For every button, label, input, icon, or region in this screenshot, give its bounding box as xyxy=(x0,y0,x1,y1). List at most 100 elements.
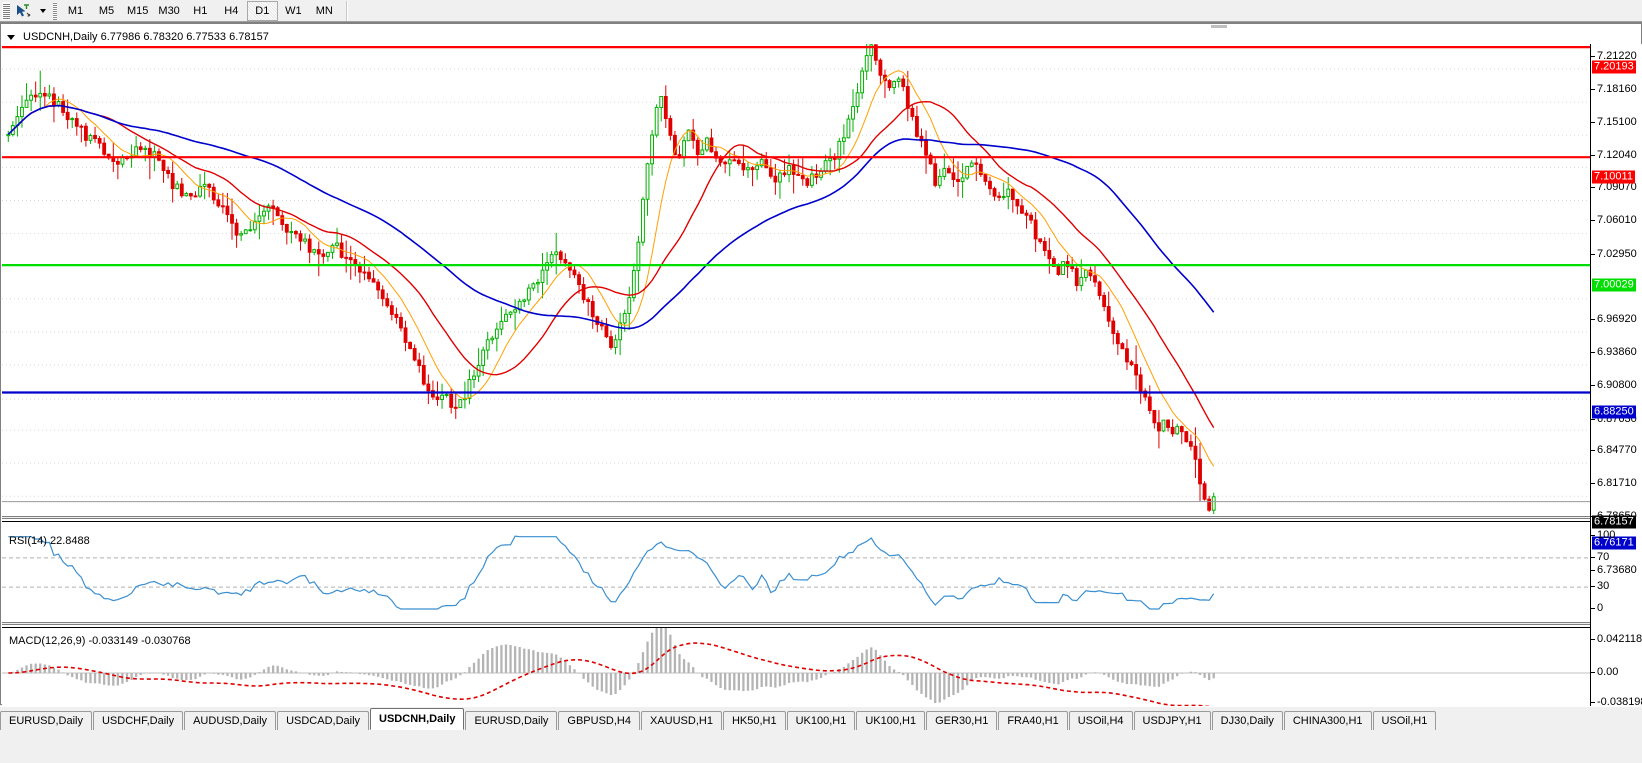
macd-axis-tick xyxy=(1591,702,1595,703)
price-axis-label: 7.09070 xyxy=(1597,181,1637,194)
price-axis-label: 6.90800 xyxy=(1597,378,1637,391)
chart-scroll-indicator[interactable] xyxy=(1211,25,1227,28)
timeframe-button-m5[interactable]: M5 xyxy=(98,4,115,17)
price-axis-tick xyxy=(1591,155,1595,157)
price-axis-pivot-label: 7.00029 xyxy=(1592,278,1636,292)
rsi-axis-tick xyxy=(1591,586,1595,588)
toolbar-separator xyxy=(53,1,57,20)
chart-tab-gbpusd-h4[interactable]: GBPUSD,H4 xyxy=(558,711,640,730)
timeframe-button-m30[interactable]: M30 xyxy=(158,4,180,17)
toolbar-dropdown-caret-icon[interactable] xyxy=(36,1,50,21)
chart-menu-caret-icon[interactable] xyxy=(7,34,15,40)
chart-tab-dj30-daily[interactable]: DJ30,Daily xyxy=(1211,711,1283,730)
timeframe-button-m15[interactable]: M15 xyxy=(127,4,149,17)
price-axis-label: 6.93860 xyxy=(1597,345,1637,358)
chart-tab-fra40-h1[interactable]: FRA40,H1 xyxy=(998,711,1068,730)
price-axis-tick xyxy=(1591,419,1595,421)
macd-axis-tick xyxy=(1591,672,1595,674)
chart-tab-usdchf-daily[interactable]: USDCHF,Daily xyxy=(92,711,184,730)
price-axis-label: 6.96920 xyxy=(1597,312,1637,325)
toolbar-end-separator xyxy=(345,0,348,21)
price-axis-tick xyxy=(1591,89,1595,91)
timeframe-button-h1[interactable]: H1 xyxy=(193,4,208,17)
pane-separator-rsi[interactable] xyxy=(2,516,1590,519)
rsi-svg xyxy=(2,535,1590,610)
chart-tab-eurusd-daily[interactable]: EURUSD,Daily xyxy=(0,711,92,730)
price-axis-label: 7.02950 xyxy=(1597,247,1637,260)
chart-tab-usdcnh-daily[interactable]: USDCNH,Daily xyxy=(370,708,465,730)
macd-axis-label: 0.00 xyxy=(1597,666,1619,679)
timeframe-button-mn[interactable]: MN xyxy=(315,4,333,17)
chart-tab-usdjpy-h1[interactable]: USDJPY,H1 xyxy=(1133,711,1211,730)
chart-tab-china300-h1[interactable]: CHINA300,H1 xyxy=(1283,711,1372,730)
macd-axis-label: 0.042118 xyxy=(1597,633,1642,645)
price-axis-label: 6.84770 xyxy=(1597,444,1637,457)
price-axis-label: 7.18160 xyxy=(1597,83,1637,96)
price-axis-tick xyxy=(1591,450,1595,452)
rsi-pane[interactable] xyxy=(2,521,1590,616)
rsi-indicator-label: RSI(14) 22.8488 xyxy=(9,535,90,547)
macd-svg xyxy=(2,628,1590,708)
chart-tab-bar: EURUSD,Daily USDCHF,Daily AUDUSD,Daily USDC… xyxy=(0,706,1642,763)
price-axis-label: 6.73680 xyxy=(1597,564,1637,576)
timeframe-button-w1[interactable]: W1 xyxy=(285,4,302,17)
chart-tab-usdcad-daily[interactable]: USDCAD,Daily xyxy=(277,711,370,730)
chart-tab-uk100-h1[interactable]: UK100,H1 xyxy=(786,711,856,730)
macd-axis-label: -0.038198 xyxy=(1597,696,1642,708)
timeframe-button-d1[interactable]: D1 xyxy=(246,0,278,21)
price-axis-tick xyxy=(1591,122,1595,124)
price-axis-last-price-label: 6.78157 xyxy=(1592,515,1636,529)
price-axis-resistance-label: 7.10011 xyxy=(1592,170,1635,184)
chart-tab-usoil-h4[interactable]: USOil,H4 xyxy=(1068,711,1133,730)
price-axis[interactable]: 7.21220 7.18160 7.15100 7.12040 7.09070 7.060… xyxy=(1590,44,1642,708)
chart-tab-uk100-h1[interactable]: UK100,H1 xyxy=(856,711,926,730)
cursor-crosshair-icon[interactable] xyxy=(10,1,36,21)
rsi-axis-label: 100 xyxy=(1597,529,1616,541)
rsi-axis-label: 30 xyxy=(1597,580,1610,593)
chart-header: USDCNH,Daily 6.77986 6.78320 6.77533 6.7… xyxy=(7,30,269,44)
toolbar-drag-handle[interactable] xyxy=(2,1,10,20)
rsi-axis-tick xyxy=(1591,535,1595,536)
chart-tab-audusd-daily[interactable]: AUDUSD,Daily xyxy=(184,711,277,730)
macd-pane[interactable] xyxy=(2,627,1590,710)
macd-axis-tick xyxy=(1591,639,1595,640)
timeframe-button-h4[interactable]: H4 xyxy=(224,4,239,17)
rsi-axis-label: 0 xyxy=(1597,602,1604,614)
price-axis-tick xyxy=(1591,384,1595,386)
chart-tab-eurusd-daily[interactable]: EURUSD,Daily xyxy=(465,711,558,730)
price-axis-tick xyxy=(1591,483,1595,485)
price-axis-tick xyxy=(1591,187,1595,189)
price-axis-tick xyxy=(1591,56,1595,57)
price-axis-tick xyxy=(1591,351,1595,353)
timeframe-button-m1[interactable]: M1 xyxy=(67,4,84,17)
price-plot[interactable] xyxy=(2,44,1590,514)
chart-tab-ger30-h1[interactable]: GER30,H1 xyxy=(926,711,998,730)
timeframe-button-group: M1 M5 M15 M30 H1 H4 D1 W1 MN xyxy=(60,0,340,22)
price-axis-label: 7.21220 xyxy=(1597,50,1637,62)
price-axis-tick xyxy=(1591,220,1595,222)
chart-tab-hk50-h1[interactable]: HK50,H1 xyxy=(722,711,786,730)
price-axis-support-label: 6.76171 xyxy=(1592,536,1636,550)
price-candles-svg xyxy=(2,44,1590,514)
rsi-axis-tick xyxy=(1591,608,1595,609)
chart-tab-xauusd-h1[interactable]: XAUUSD,H1 xyxy=(640,711,722,730)
price-axis-label: 7.15100 xyxy=(1597,116,1637,129)
price-axis-tick xyxy=(1591,318,1595,320)
rsi-axis-label: 70 xyxy=(1597,550,1610,563)
price-axis-label: 7.06010 xyxy=(1597,214,1637,227)
price-axis-resistance-label: 7.20193 xyxy=(1592,60,1636,74)
macd-indicator-label: MACD(12,26,9) -0.033149 -0.030768 xyxy=(9,635,191,647)
price-axis-tick xyxy=(1591,253,1595,255)
price-axis-label: 7.12040 xyxy=(1597,149,1637,162)
price-axis-label: 6.81710 xyxy=(1597,477,1637,490)
caret-glyph xyxy=(40,8,46,13)
chart-window: USDCNH,Daily 6.77986 6.78320 6.77533 6.7… xyxy=(0,22,1642,728)
pane-separator-macd[interactable] xyxy=(2,622,1590,625)
chart-tabs: EURUSD,Daily USDCHF,Daily AUDUSD,Daily USDC… xyxy=(0,708,1437,730)
price-axis-tick xyxy=(1591,570,1595,571)
timeframe-toolbar: M1 M5 M15 M30 H1 H4 D1 W1 MN xyxy=(0,0,1642,22)
chart-title-text: USDCNH,Daily 6.77986 6.78320 6.77533 6.7… xyxy=(23,31,269,43)
price-axis-support-label: 6.88250 xyxy=(1592,405,1636,419)
chart-tab-usoil-h1[interactable]: USOil,H1 xyxy=(1372,711,1437,730)
